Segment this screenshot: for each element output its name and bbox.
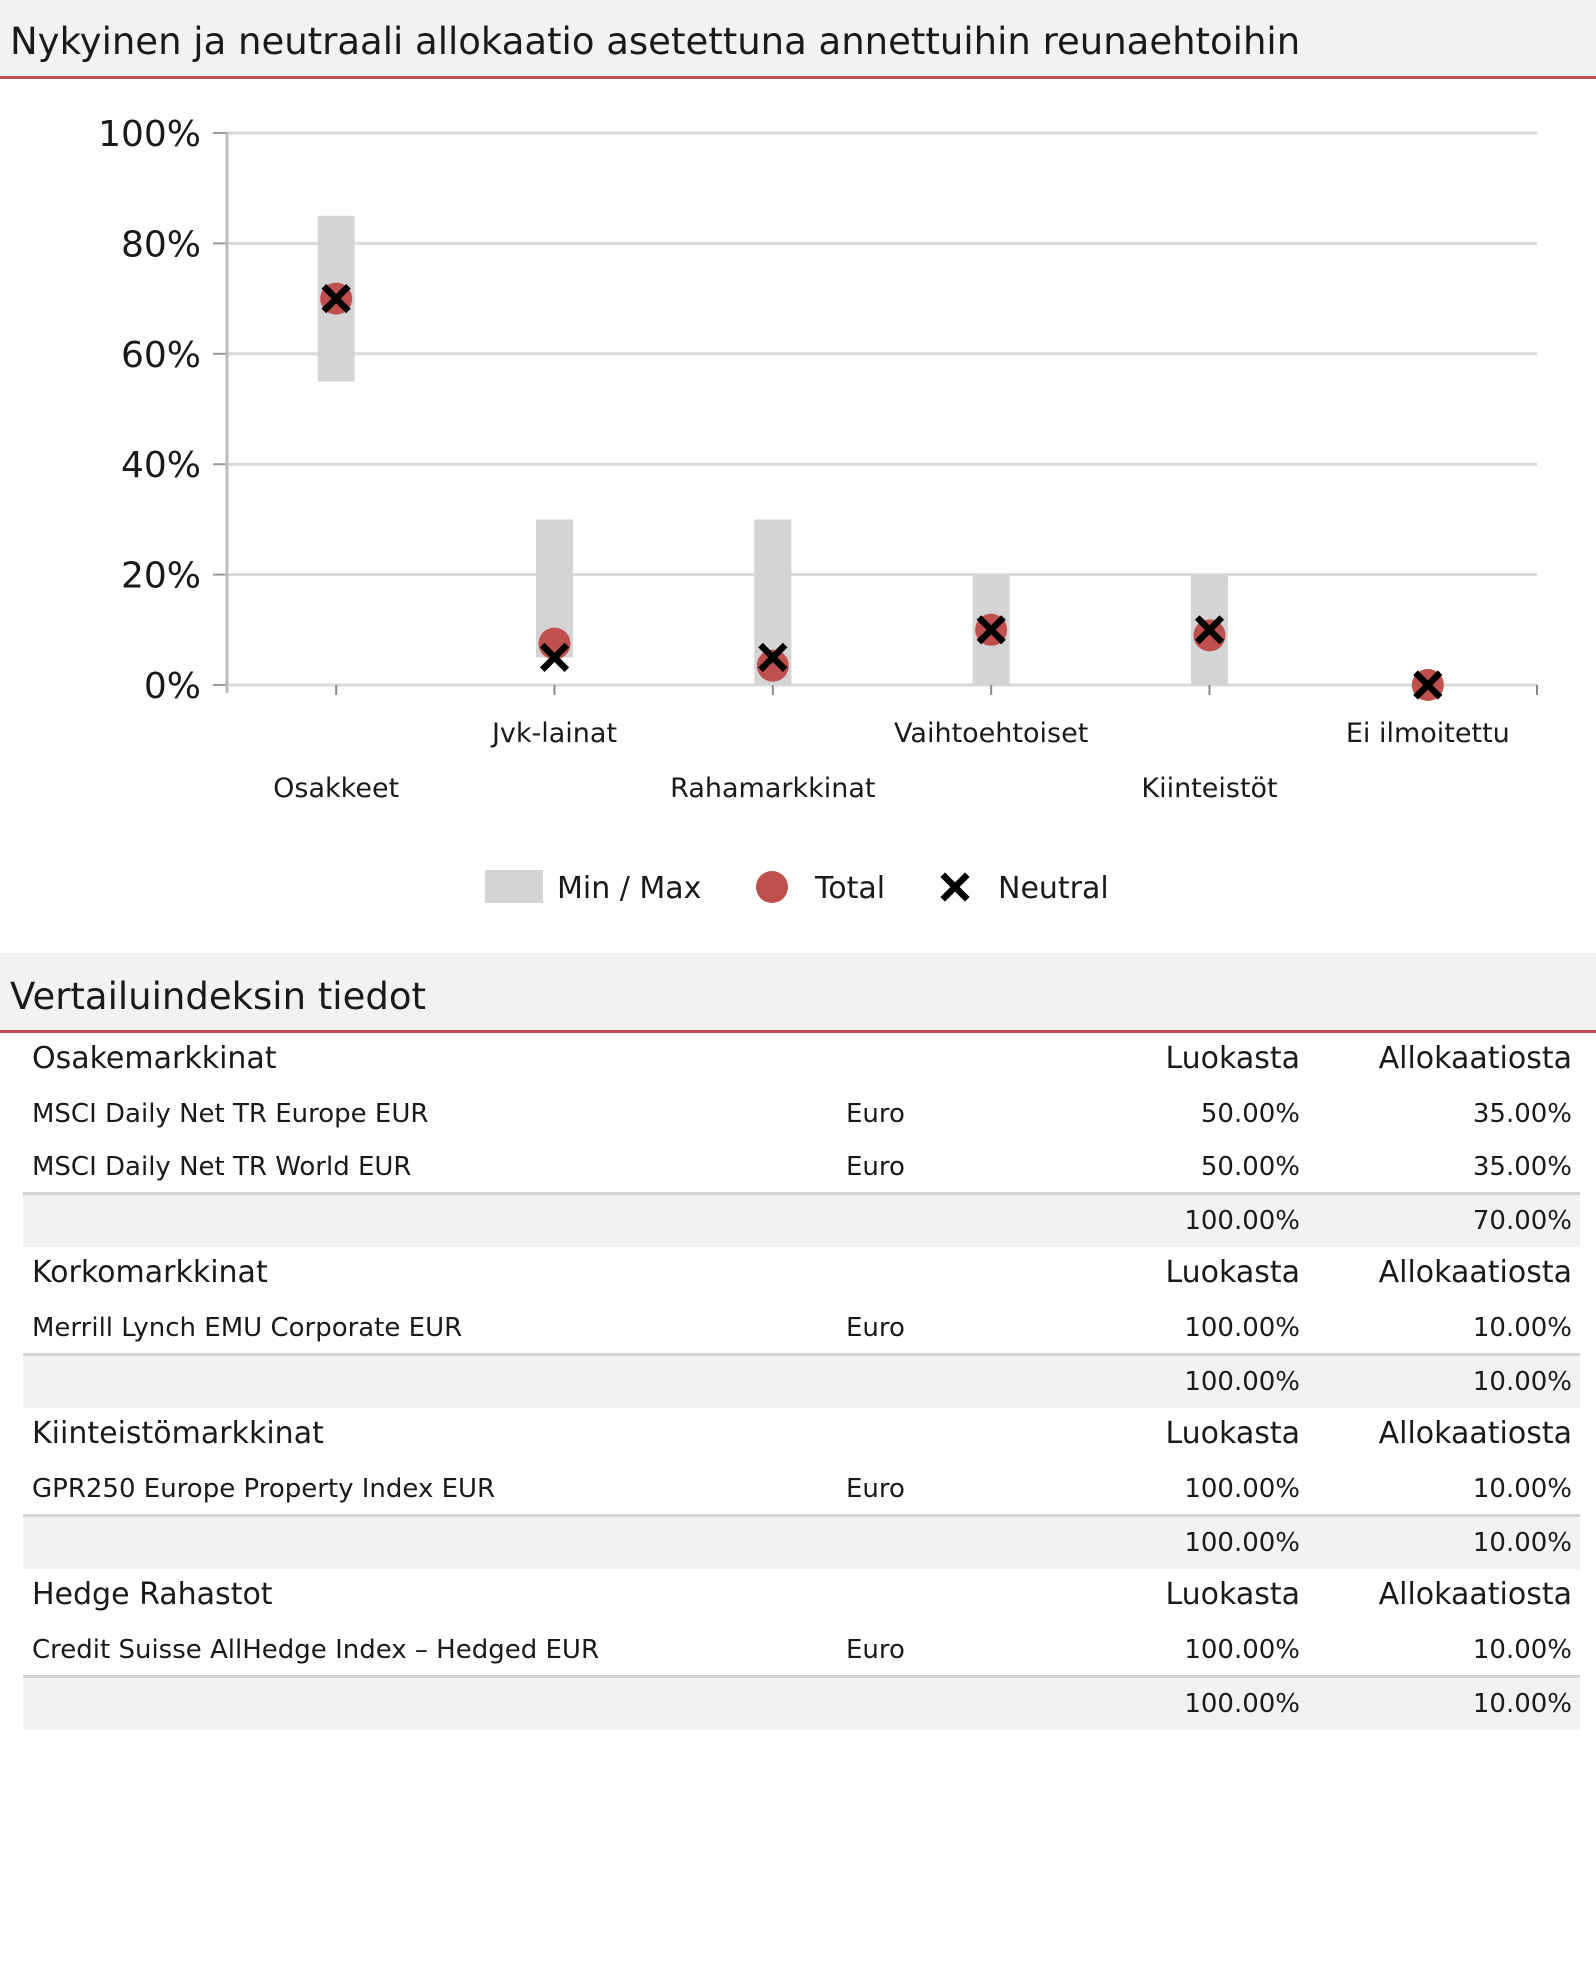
total-allocation-share: 70.00% [1472, 1206, 1572, 1236]
benchmark-section-title: Vertailuindeksin tiedot [10, 975, 426, 1018]
total-row: 100.00% 10.00% [23, 1517, 1580, 1569]
total-class-share: 100.00% [1184, 1689, 1300, 1719]
column-header-allokaatiosta: Allokaatiosta [1378, 1041, 1572, 1076]
chart-marks [317, 215, 1444, 701]
legend-minmax-swatch [485, 870, 543, 903]
table-row: GPR250 Europe Property Index EUR Euro 10… [23, 1462, 1580, 1517]
currency: Euro [846, 1635, 905, 1665]
table-row: MSCI Daily Net TR World EUR Euro 50.00% … [23, 1140, 1580, 1195]
total-allocation-share: 10.00% [1472, 1528, 1572, 1558]
benchmark-section-header: Vertailuindeksin tiedot [0, 953, 1596, 1033]
neutral-point [758, 642, 788, 672]
index-name: GPR250 Europe Property Index EUR [32, 1474, 496, 1504]
cross-stroke [321, 284, 351, 314]
cross-stroke [976, 615, 1006, 645]
column-header-allokaatiosta: Allokaatiosta [1378, 1577, 1572, 1612]
x-category-label: Jvk-lainat [490, 718, 617, 749]
legend-label: Total [814, 871, 885, 906]
allocation-share: 10.00% [1472, 1313, 1572, 1343]
y-tick-label: 20% [121, 556, 201, 597]
column-header-luokasta: Luokasta [1165, 1577, 1300, 1612]
group-name: Osakemarkkinat [32, 1041, 277, 1076]
group-name: Kiinteistömarkkinat [32, 1416, 324, 1451]
class-share: 100.00% [1184, 1474, 1300, 1504]
currency: Euro [846, 1313, 905, 1343]
neutral-point [321, 284, 351, 314]
column-header-luokasta: Luokasta [1165, 1041, 1300, 1076]
currency: Euro [846, 1152, 905, 1182]
total-class-share: 100.00% [1184, 1367, 1300, 1397]
total-point [1193, 619, 1226, 652]
total-allocation-share: 10.00% [1472, 1367, 1572, 1397]
chart-grid [227, 131, 1537, 687]
chart-section-header: Nykyinen ja neutraali allokaatio asetett… [0, 0, 1596, 79]
table-row: MSCI Daily Net TR Europe EUR Euro 50.00%… [23, 1087, 1580, 1140]
allocation-chart: 0% 20% 40% 60% 80% 100% Osakkeet Jvk-lainat Raha… [98, 114, 1538, 906]
column-header-allokaatiosta: Allokaatiosta [1378, 1255, 1572, 1290]
cross-stroke [539, 642, 570, 672]
legend-total-swatch [756, 871, 788, 903]
column-header-allokaatiosta: Allokaatiosta [1378, 1416, 1572, 1451]
neutral-point [976, 615, 1006, 645]
cross-stroke [758, 642, 788, 672]
allocation-share: 10.00% [1472, 1474, 1572, 1504]
currency: Euro [846, 1099, 905, 1129]
total-allocation-share: 10.00% [1472, 1689, 1572, 1719]
index-name: MSCI Daily Net TR World EUR [32, 1152, 412, 1182]
cross-stroke [940, 872, 970, 902]
index-name: Merrill Lynch EMU Corporate EUR [32, 1313, 463, 1343]
x-category-label: Ei ilmoitettu [1346, 718, 1510, 749]
legend-label: Neutral [998, 871, 1109, 906]
class-share: 50.00% [1200, 1152, 1300, 1182]
y-tick-label: 40% [121, 445, 201, 486]
cross-stroke [1194, 615, 1225, 645]
class-share: 50.00% [1200, 1099, 1300, 1129]
benchmark-tables: Osakemarkkinat Luokasta Allokaatiosta MS… [23, 1033, 1580, 1730]
neutral-point [539, 642, 570, 672]
total-row: 100.00% 10.00% [23, 1678, 1580, 1730]
y-tick-label: 60% [121, 335, 201, 376]
allocation-share: 10.00% [1472, 1635, 1572, 1665]
index-name: Credit Suisse AllHedge Index – Hedged EU… [32, 1635, 600, 1665]
currency: Euro [846, 1474, 905, 1504]
index-name: MSCI Daily Net TR Europe EUR [32, 1099, 429, 1129]
total-row: 100.00% 10.00% [23, 1356, 1580, 1408]
total-row: 100.00% 70.00% [23, 1195, 1580, 1247]
allocation-share: 35.00% [1472, 1152, 1572, 1182]
neutral-point [1194, 615, 1225, 645]
column-header-luokasta: Luokasta [1165, 1255, 1300, 1290]
table-row: Credit Suisse AllHedge Index – Hedged EU… [23, 1623, 1580, 1678]
x-category-label: Vaihtoehtoiset [894, 718, 1088, 749]
x-category-label: Osakkeet [273, 773, 399, 804]
group-header-hedge-rahastot: Hedge Rahastot Luokasta Allokaatiosta [23, 1569, 1580, 1623]
y-tick-label: 0% [144, 666, 201, 707]
total-class-share: 100.00% [1184, 1206, 1300, 1236]
x-category-label: Kiinteistöt [1141, 773, 1277, 804]
group-header-osakemarkkinat: Osakemarkkinat Luokasta Allokaatiosta [23, 1033, 1580, 1087]
total-class-share: 100.00% [1184, 1528, 1300, 1558]
neutral-point [1413, 670, 1443, 700]
allocation-share: 35.00% [1472, 1099, 1572, 1129]
chart-section-title: Nykyinen ja neutraali allokaatio asetett… [10, 20, 1301, 63]
legend-label: Min / Max [557, 871, 701, 906]
group-header-kiinteistomarkkinat: Kiinteistömarkkinat Luokasta Allokaatios… [23, 1408, 1580, 1462]
legend-neutral-swatch [940, 872, 970, 902]
column-header-luokasta: Luokasta [1165, 1416, 1300, 1451]
group-header-korkomarkkinat: Korkomarkkinat Luokasta Allokaatiosta [23, 1247, 1580, 1301]
group-name: Korkomarkkinat [32, 1255, 268, 1290]
cross-stroke [1413, 670, 1443, 700]
total-point [756, 649, 789, 682]
y-tick-label: 80% [121, 224, 201, 265]
table-row: Merrill Lynch EMU Corporate EUR Euro 100… [23, 1301, 1580, 1356]
y-tick-label: 100% [98, 114, 201, 155]
class-share: 100.00% [1184, 1313, 1300, 1343]
group-name: Hedge Rahastot [32, 1577, 273, 1612]
chart-legend: Min / Max Total Neutral [485, 870, 1109, 906]
class-share: 100.00% [1184, 1635, 1300, 1665]
x-category-label: Rahamarkkinat [670, 773, 875, 804]
chart-axes: 0% 20% 40% 60% 80% 100% Osakkeet Jvk-lainat Raha… [98, 114, 1538, 804]
